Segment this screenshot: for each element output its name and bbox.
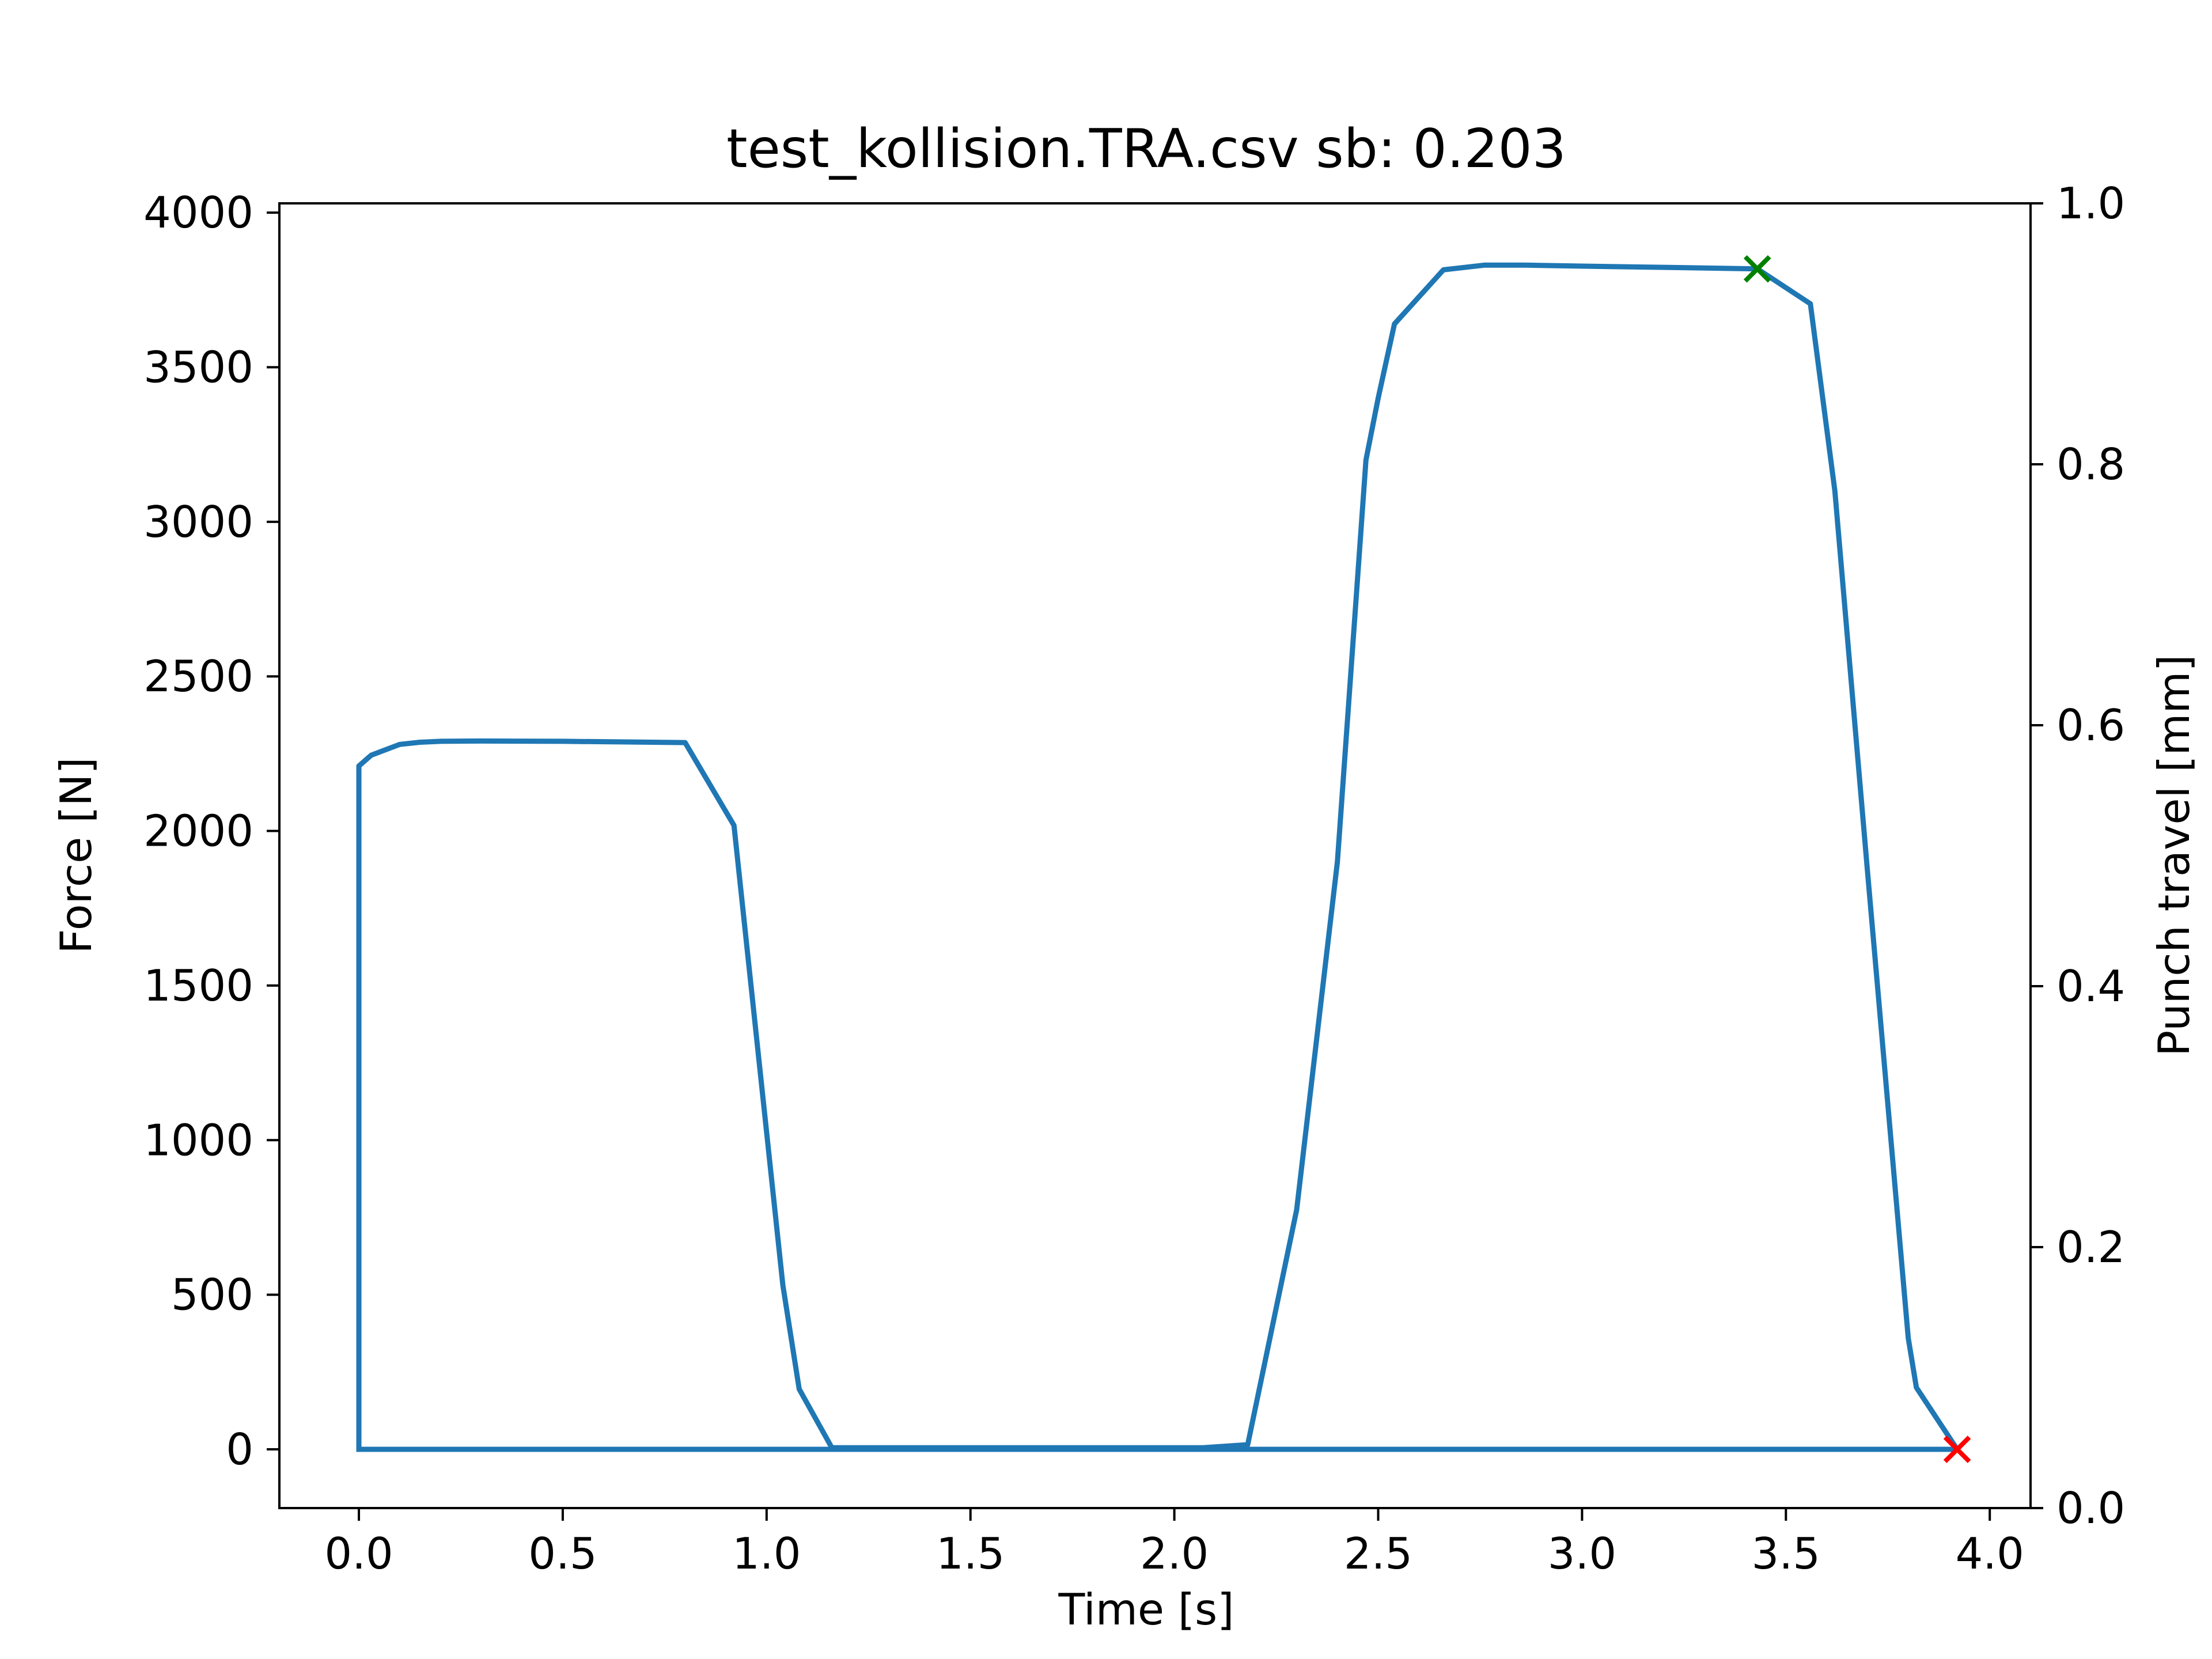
marker-1 (1943, 1435, 1971, 1463)
x-tick-label-3: 1.5 (936, 1528, 1005, 1579)
y2-tick-label-0: 0.0 (2056, 1483, 2125, 1533)
y-tick-label-0: 0 (226, 1424, 253, 1475)
plot-area: 0.0 0.5 1.0 1.5 2.0 2.5 3.0 3.5 4.0 0 500 1000 1500 2… (143, 178, 2125, 1579)
y-axis-label: Force [N] (51, 757, 101, 953)
marker-0 (1743, 255, 1771, 283)
y2-tick-label-4: 0.8 (2056, 439, 2125, 490)
axes-frame (278, 202, 2032, 1509)
y-tick-label-2: 1000 (143, 1115, 253, 1165)
x-tick-label-4: 2.0 (1140, 1528, 1209, 1579)
x-tick-label-5: 2.5 (1344, 1528, 1412, 1579)
x-tick-label-6: 3.0 (1548, 1528, 1616, 1579)
x-tick-label-0: 0.0 (324, 1528, 393, 1579)
y-tick-label-3: 1500 (143, 960, 253, 1011)
y-tick-label-1: 500 (171, 1270, 253, 1320)
chart-title: test_kollision.TRA.csv sb: 0.203 (726, 118, 1566, 180)
y2-axis-label: Punch travel [mm] (2149, 654, 2199, 1056)
y-tick-label-4: 2000 (143, 806, 253, 857)
y2-tick-label-2: 0.4 (2056, 961, 2125, 1012)
y2-tick-label-5: 1.0 (2056, 178, 2125, 229)
x-tick-label-8: 4.0 (1956, 1528, 2024, 1579)
y2-tick-label-3: 0.6 (2056, 700, 2125, 751)
x-tick-label-7: 3.5 (1752, 1528, 1820, 1579)
y2-tick-label-1: 0.2 (2056, 1222, 2125, 1272)
y-tick-label-8: 4000 (143, 187, 253, 238)
x-tick-label-1: 0.5 (528, 1528, 597, 1579)
x-tick-label-2: 1.0 (732, 1528, 801, 1579)
y-tick-label-6: 3000 (143, 497, 253, 547)
y-tick-label-5: 2500 (143, 651, 253, 702)
y-tick-label-7: 3500 (143, 342, 253, 392)
series-line-0 (356, 262, 1960, 1452)
x-axis-label: Time [s] (1058, 1584, 1234, 1635)
